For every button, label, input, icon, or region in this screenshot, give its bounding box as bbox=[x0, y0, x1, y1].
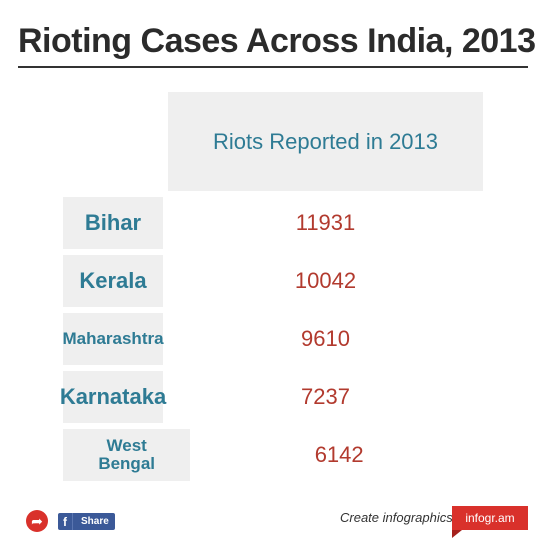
row-category-label: West Bengal bbox=[63, 429, 191, 481]
brand-badge[interactable]: infogr.am bbox=[452, 506, 528, 530]
title-divider bbox=[18, 66, 528, 68]
table-row: West Bengal 6142 bbox=[63, 429, 483, 481]
row-category-label: Maharashtra bbox=[62, 313, 164, 365]
row-category-label: Bihar bbox=[63, 197, 163, 249]
row-value: 7237 bbox=[301, 384, 350, 409]
table-row: Kerala 10042 bbox=[63, 255, 483, 307]
table-row: Maharashtra 9610 bbox=[62, 313, 483, 365]
table-corner bbox=[63, 92, 163, 191]
row-value: 11931 bbox=[295, 210, 356, 235]
table-body: Bihar 11931 Kerala 10042 Maharashtra 9610 Karn… bbox=[60, 197, 483, 481]
table-row: Karnataka 7237 bbox=[60, 371, 483, 423]
row-value: 9610 bbox=[301, 326, 350, 351]
table-header-row: Riots Reported in 2013 bbox=[63, 92, 483, 191]
brand-badge-tail bbox=[452, 530, 462, 538]
facebook-share-label: Share bbox=[81, 516, 109, 527]
data-table: Riots Reported in 2013 Bihar 11931 Kerala 1… bbox=[60, 92, 483, 481]
row-value: 6142 bbox=[314, 442, 364, 467]
row-category-label: Kerala bbox=[63, 255, 163, 307]
share-arrow-icon[interactable]: ➦ bbox=[26, 510, 48, 532]
row-category-label: Karnataka bbox=[60, 371, 166, 423]
table-row: Bihar 11931 bbox=[63, 197, 483, 249]
column-header: Riots Reported in 2013 bbox=[168, 92, 483, 191]
chart-title: Rioting Cases Across India, 2013 bbox=[18, 22, 536, 60]
facebook-share-button[interactable]: f Share bbox=[58, 513, 115, 530]
facebook-icon: f bbox=[58, 513, 73, 530]
create-infographics-link[interactable]: Create infographics bbox=[340, 510, 453, 525]
row-value: 10042 bbox=[294, 268, 357, 293]
